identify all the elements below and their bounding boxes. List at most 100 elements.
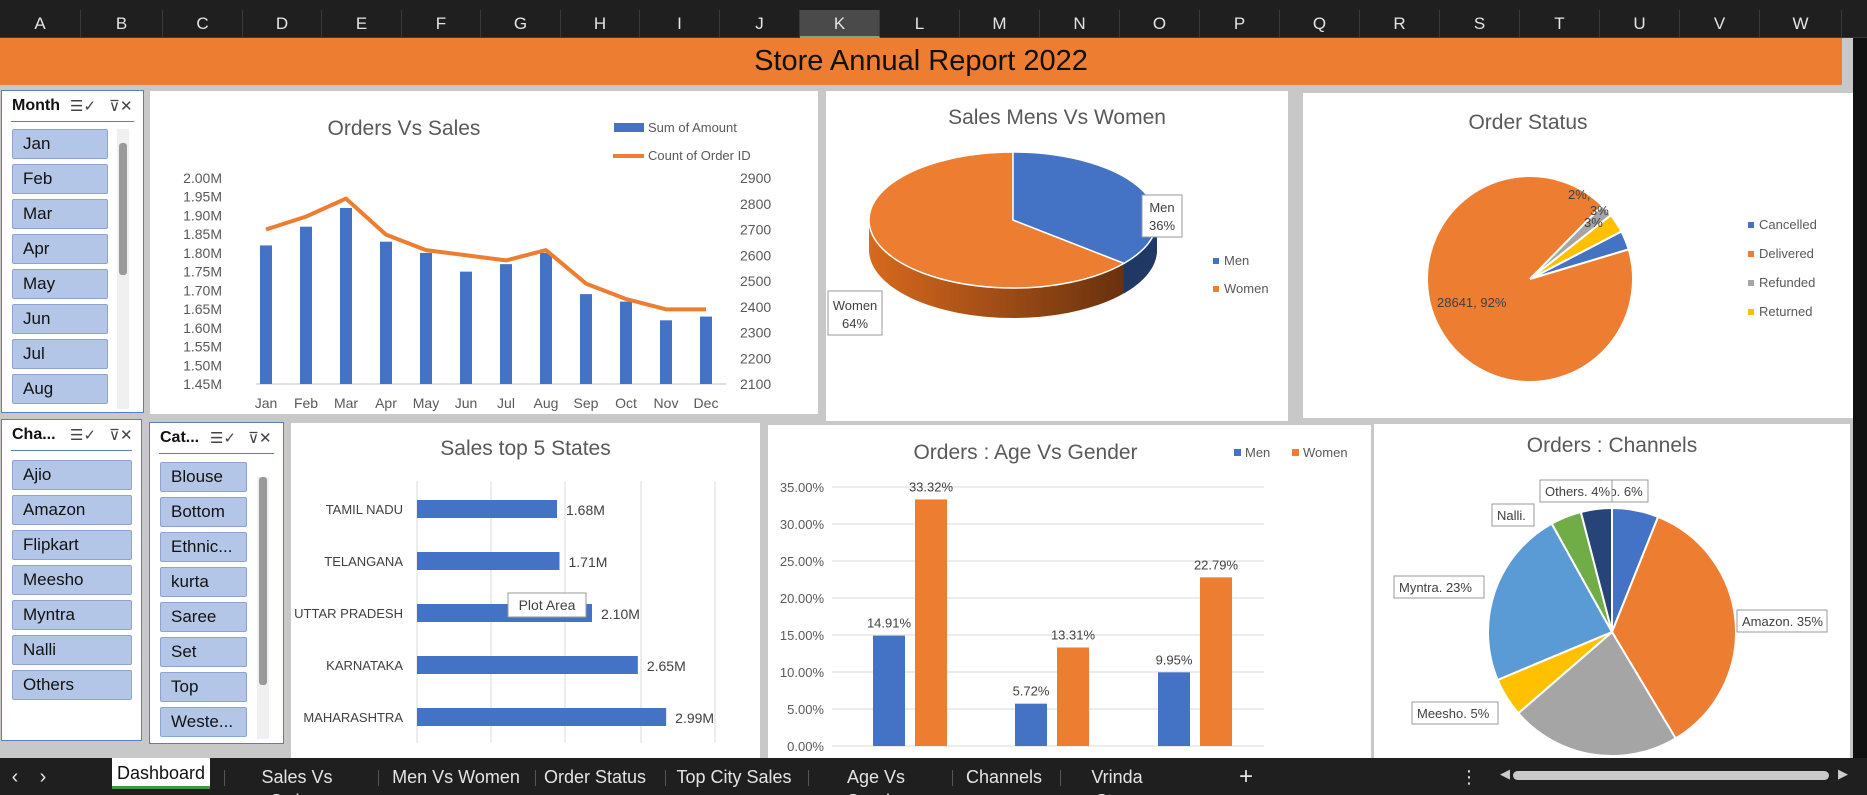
slicer-item[interactable]: Jan	[12, 129, 108, 159]
category-slicer[interactable]: Cat... ☰✓ ⊽✕ Blouse Bottom Ethnic... kurta S…	[149, 422, 284, 744]
column-header[interactable]: L	[880, 10, 960, 38]
channel-slicer[interactable]: Cha... ☰✓ ⊽✕ Ajio Amazon Flipkart Meesho Myn…	[1, 419, 142, 741]
sheet-tab[interactable]: Dashboard	[112, 758, 210, 789]
more-options-icon[interactable]: ⋮	[1460, 767, 1478, 787]
tab-next-button[interactable]: ›	[39, 766, 47, 788]
column-header[interactable]: U	[1600, 10, 1680, 38]
column-header[interactable]: H	[561, 10, 640, 38]
slicer-item[interactable]: Ethnic...	[160, 532, 247, 562]
age-gender-chart[interactable]: Orders : Age Vs Gender 35.00% 30.00% 25.00…	[768, 425, 1371, 758]
state-bar[interactable]	[417, 500, 557, 518]
sales-bar[interactable]	[260, 245, 272, 384]
sales-bar[interactable]	[460, 271, 472, 384]
slicer-item[interactable]: Jun	[12, 304, 108, 334]
orders-vs-sales-chart[interactable]: Orders Vs Sales 2.00M 1.95M 1.90M 1.85M 1.80…	[150, 91, 818, 414]
month-slicer-scrollbar[interactable]	[117, 129, 129, 409]
slicer-item[interactable]: Bottom	[160, 497, 247, 527]
column-header[interactable]: I	[640, 10, 720, 38]
slicer-item[interactable]: Ajio	[12, 460, 132, 490]
column-header[interactable]: Q	[1280, 10, 1360, 38]
state-bar[interactable]	[417, 708, 667, 726]
state-bar[interactable]	[417, 552, 560, 570]
sales-bar[interactable]	[500, 264, 512, 384]
sales-bar[interactable]	[700, 316, 712, 384]
slicer-item[interactable]: Amazon	[12, 495, 132, 525]
category-slicer-scroll-thumb[interactable]	[259, 477, 267, 685]
column-header[interactable]: R	[1360, 10, 1440, 38]
age-gender-bar[interactable]	[1158, 672, 1190, 746]
horizontal-scroll-thumb[interactable]	[1513, 771, 1829, 780]
category-slicer-scrollbar[interactable]	[257, 477, 269, 739]
tab-prev-button[interactable]: ‹	[11, 766, 19, 788]
slicer-item[interactable]: Top	[160, 672, 247, 702]
age-gender-bar[interactable]	[1057, 647, 1089, 746]
column-header[interactable]: T	[1520, 10, 1600, 38]
column-header[interactable]: B	[81, 10, 163, 38]
sheet-tab[interactable]: Vrinda Store	[1091, 767, 1143, 795]
column-header[interactable]: D	[243, 10, 322, 38]
pie-slice-men[interactable]	[1012, 151, 1158, 265]
column-header[interactable]: O	[1120, 10, 1200, 38]
slicer-item[interactable]: Mar	[12, 199, 108, 229]
age-gender-bar[interactable]	[1015, 703, 1047, 746]
column-header[interactable]: G	[481, 10, 561, 38]
slicer-item[interactable]: Jul	[12, 339, 108, 369]
clear-filter-icon[interactable]: ⊽✕	[109, 427, 133, 444]
sales-bar[interactable]	[620, 301, 632, 384]
column-header[interactable]: M	[960, 10, 1040, 38]
sheet-tab[interactable]: Channels	[965, 767, 1043, 787]
slicer-item[interactable]: Blouse	[160, 462, 247, 492]
sales-bar[interactable]	[660, 320, 672, 384]
month-slicer-scroll-thumb[interactable]	[119, 143, 127, 275]
sales-bar[interactable]	[540, 252, 552, 384]
age-gender-bar[interactable]	[915, 499, 947, 746]
clear-filter-icon[interactable]: ⊽✕	[109, 98, 133, 115]
multi-select-icon[interactable]: ☰✓	[70, 427, 97, 444]
multi-select-icon[interactable]: ☰✓	[70, 98, 97, 115]
clear-filter-icon[interactable]: ⊽✕	[248, 430, 272, 447]
column-header[interactable]: W	[1760, 10, 1842, 38]
age-gender-bar[interactable]	[873, 635, 905, 746]
sales-bar[interactable]	[300, 226, 312, 384]
state-bar[interactable]	[417, 656, 638, 674]
multi-select-icon[interactable]: ☰✓	[210, 430, 237, 447]
slicer-item[interactable]: Saree	[160, 602, 247, 632]
pie-slice-flipkart[interactable]	[1516, 630, 1678, 757]
orders-count-line[interactable]	[265, 196, 706, 312]
sales-bar[interactable]	[580, 294, 592, 384]
top-states-chart[interactable]: Sales top 5 States TAMIL NADU 1.68M TELANG…	[291, 423, 760, 758]
channels-chart[interactable]: Orders : Channels Ajio. 6% Amazon. 35% Mee…	[1374, 424, 1850, 758]
column-header[interactable]: P	[1200, 10, 1280, 38]
column-header[interactable]: K	[800, 10, 880, 38]
column-header[interactable]: J	[720, 10, 800, 38]
slicer-item[interactable]: Weste...	[160, 707, 247, 737]
pie-slice-returned[interactable]	[1529, 213, 1623, 280]
sales-men-women-chart[interactable]: Sales Mens Vs Women Men 36% Women 64% Men Wom…	[826, 91, 1288, 421]
add-sheet-button[interactable]: +	[1238, 763, 1253, 790]
column-header[interactable]: V	[1680, 10, 1760, 38]
column-header[interactable]: A	[0, 10, 81, 38]
order-status-chart[interactable]: Order Status 2%, 3% 3% 28641, 92% Cancelled D…	[1303, 93, 1853, 418]
age-gender-bar[interactable]	[1200, 577, 1232, 746]
horizontal-scrollbar[interactable]: ◀ ▶	[1500, 766, 1852, 784]
slicer-item[interactable]: kurta	[160, 567, 247, 597]
sheet-tab[interactable]: Sales Vs Orders	[261, 767, 333, 795]
slicer-item[interactable]: Feb	[12, 164, 108, 194]
slicer-item[interactable]: Meesho	[12, 565, 132, 595]
sheet-tab[interactable]: Order Status	[543, 767, 647, 787]
sheet-tab[interactable]: Top City Sales	[676, 767, 792, 787]
pie-slice-women[interactable]	[868, 151, 1126, 289]
slicer-item[interactable]: Others	[12, 670, 132, 700]
column-header[interactable]: E	[322, 10, 402, 38]
sheet-tab[interactable]: Age Vs Gender	[846, 767, 906, 795]
scroll-left-icon[interactable]: ◀	[1500, 766, 1510, 781]
slicer-item[interactable]: Nalli	[12, 635, 132, 665]
sales-bar[interactable]	[420, 252, 432, 384]
slicer-item[interactable]: May	[12, 269, 108, 299]
sales-bar[interactable]	[340, 207, 352, 384]
sales-bar[interactable]	[380, 241, 392, 384]
column-header[interactable]: N	[1040, 10, 1120, 38]
pie-slice-others[interactable]	[1579, 506, 1613, 633]
month-slicer[interactable]: Month ☰✓ ⊽✕ Jan Feb Mar Apr May Jun Jul Aug	[1, 90, 144, 413]
slicer-item[interactable]: Aug	[12, 374, 108, 404]
